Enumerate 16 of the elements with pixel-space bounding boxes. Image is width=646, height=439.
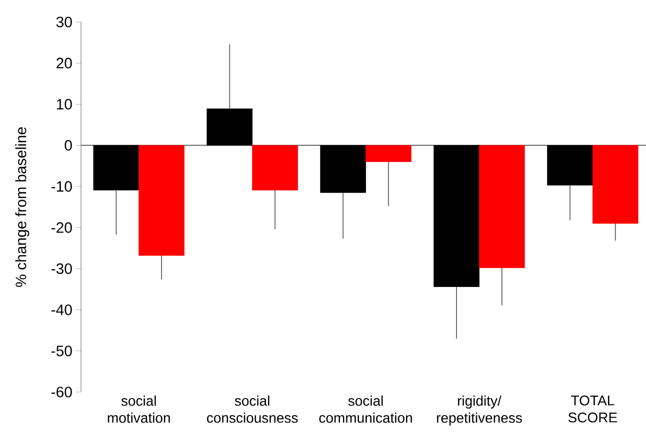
y-tick-label: 20 xyxy=(56,58,72,68)
y-tick-label: -30 xyxy=(51,263,72,274)
y-tick-label: 30 xyxy=(56,16,72,28)
x-tick-label: TOTAL SCORE xyxy=(568,396,617,422)
x-tick-label: social motivation xyxy=(108,396,170,423)
y-tick-label: -60 xyxy=(51,386,72,398)
x-tick-label: social communication xyxy=(319,396,412,423)
y-axis-title: % change from baseline xyxy=(15,127,30,287)
y-tick-label: -20 xyxy=(51,222,72,233)
y-tick-label: -50 xyxy=(51,346,72,356)
y-tick-label: -10 xyxy=(51,181,72,192)
y-tick-label: -40 xyxy=(51,304,72,316)
x-tick-label: social consciousness xyxy=(206,396,298,423)
y-tick-label: 0 xyxy=(64,140,72,151)
y-tick-label: 10 xyxy=(56,98,72,110)
x-tick-label: rigidity/ repetitiveness xyxy=(436,396,522,426)
